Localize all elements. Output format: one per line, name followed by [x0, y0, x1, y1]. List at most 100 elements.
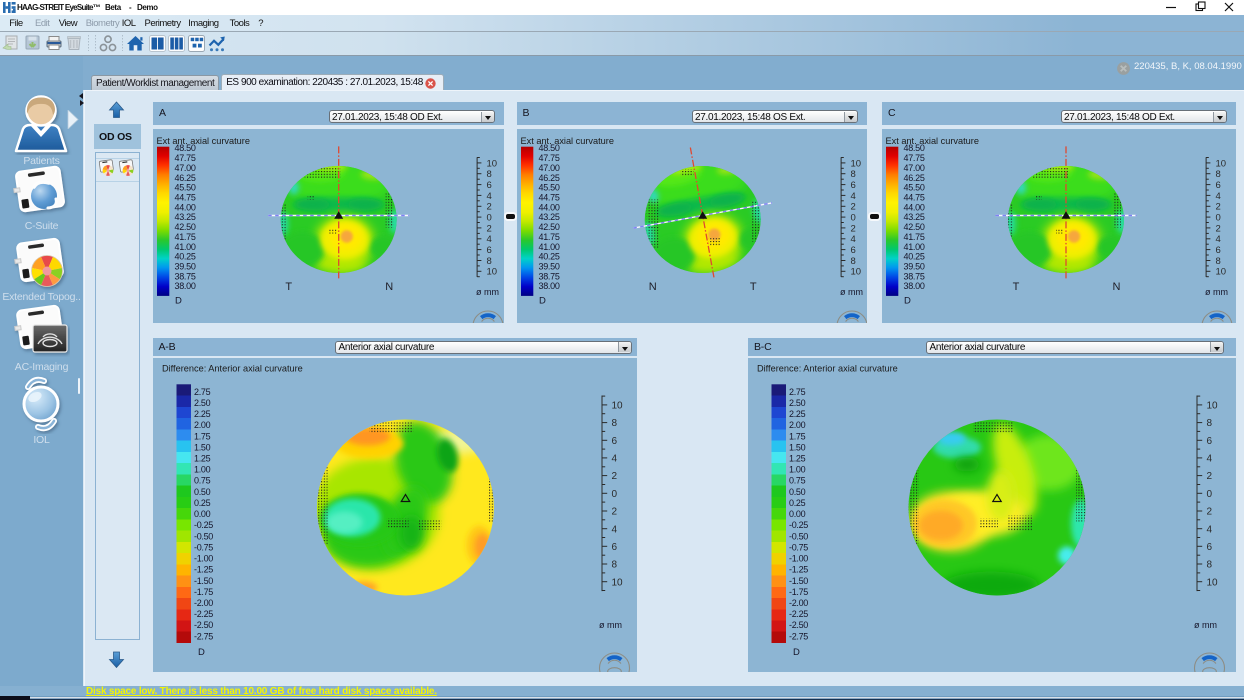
svg-text:47.75: 47.75 [904, 153, 925, 163]
svg-text:48.50: 48.50 [175, 143, 196, 153]
svg-text:-2.25: -2.25 [194, 609, 213, 619]
svg-text:40.25: 40.25 [175, 252, 196, 262]
svg-text:2: 2 [1207, 506, 1213, 517]
svg-text:4: 4 [1207, 453, 1213, 464]
svg-text:6: 6 [611, 435, 617, 446]
svg-text:41.00: 41.00 [538, 242, 559, 252]
svg-text:6: 6 [487, 180, 492, 191]
svg-text:4: 4 [850, 191, 855, 202]
svg-text:8: 8 [487, 256, 492, 267]
svg-text:4: 4 [1216, 234, 1221, 245]
svg-text:10: 10 [1216, 158, 1227, 169]
svg-text:38.00: 38.00 [538, 281, 559, 291]
svg-text:Ext ant. axial curvature: Ext ant. axial curvature [520, 136, 613, 146]
svg-text:48.50: 48.50 [904, 143, 925, 153]
svg-text:47.00: 47.00 [175, 163, 196, 173]
svg-text:-0.75: -0.75 [789, 542, 808, 552]
svg-text:10: 10 [1207, 577, 1219, 588]
svg-text:-1.75: -1.75 [194, 586, 213, 596]
svg-text:2: 2 [487, 202, 492, 213]
svg-text:ø mm: ø mm [599, 620, 622, 630]
svg-text:2.75: 2.75 [194, 386, 211, 396]
svg-text:1.25: 1.25 [789, 453, 806, 463]
svg-text:44.75: 44.75 [538, 193, 559, 203]
svg-text:47.75: 47.75 [175, 153, 196, 163]
svg-text:-0.75: -0.75 [194, 542, 213, 552]
svg-text:10: 10 [1216, 267, 1227, 278]
svg-text:-2.75: -2.75 [789, 631, 808, 641]
svg-text:4: 4 [1216, 191, 1221, 202]
svg-text:2: 2 [1216, 202, 1221, 213]
svg-text:-1.50: -1.50 [194, 575, 213, 585]
svg-text:2: 2 [850, 223, 855, 234]
svg-text:Ext ant. axial curvature: Ext ant. axial curvature [886, 136, 979, 146]
svg-text:0.75: 0.75 [194, 475, 211, 485]
svg-text:2.75: 2.75 [789, 386, 806, 396]
svg-text:N: N [648, 281, 656, 293]
svg-text:10: 10 [487, 267, 498, 278]
svg-text:8: 8 [1216, 169, 1221, 180]
svg-text:43.25: 43.25 [904, 212, 925, 222]
svg-text:-1.25: -1.25 [789, 564, 808, 574]
svg-text:38.75: 38.75 [538, 271, 559, 281]
svg-text:-2.75: -2.75 [194, 631, 213, 641]
svg-text:39.50: 39.50 [904, 262, 925, 272]
svg-text:41.75: 41.75 [175, 232, 196, 242]
svg-text:-1.75: -1.75 [789, 586, 808, 596]
svg-text:D: D [539, 296, 546, 307]
svg-text:T: T [749, 281, 756, 293]
svg-text:6: 6 [1207, 435, 1213, 446]
svg-text:2.00: 2.00 [789, 420, 806, 430]
svg-text:41.75: 41.75 [538, 232, 559, 242]
svg-text:ø mm: ø mm [476, 287, 499, 297]
svg-text:2.25: 2.25 [194, 409, 211, 419]
svg-text:ø mm: ø mm [1205, 287, 1228, 297]
svg-text:2: 2 [611, 471, 617, 482]
svg-text:41.75: 41.75 [904, 232, 925, 242]
svg-text:4: 4 [850, 234, 855, 245]
svg-text:1.50: 1.50 [789, 442, 806, 452]
svg-text:8: 8 [1207, 418, 1213, 429]
svg-text:39.50: 39.50 [175, 262, 196, 272]
svg-text:10: 10 [611, 400, 623, 411]
svg-text:-1.00: -1.00 [789, 553, 808, 563]
svg-text:41.00: 41.00 [175, 242, 196, 252]
svg-text:42.50: 42.50 [175, 222, 196, 232]
svg-text:38.00: 38.00 [175, 281, 196, 291]
svg-text:44.75: 44.75 [904, 193, 925, 203]
svg-text:2: 2 [487, 223, 492, 234]
svg-text:0: 0 [1216, 213, 1221, 224]
svg-text:Difference: Anterior axial cur: Difference: Anterior axial curvature [162, 363, 303, 373]
svg-text:42.50: 42.50 [538, 222, 559, 232]
svg-text:0: 0 [487, 213, 492, 224]
svg-text:1.00: 1.00 [194, 464, 211, 474]
svg-text:45.50: 45.50 [175, 183, 196, 193]
svg-text:6: 6 [850, 180, 855, 191]
svg-text:-2.00: -2.00 [789, 598, 808, 608]
svg-text:1.25: 1.25 [194, 453, 211, 463]
svg-text:1.75: 1.75 [194, 431, 211, 441]
svg-text:-2.50: -2.50 [194, 620, 213, 630]
svg-text:46.25: 46.25 [175, 173, 196, 183]
svg-text:44.00: 44.00 [538, 202, 559, 212]
svg-text:6: 6 [611, 541, 617, 552]
svg-text:1.75: 1.75 [789, 431, 806, 441]
svg-text:8: 8 [1216, 256, 1221, 267]
svg-text:0.25: 0.25 [789, 497, 806, 507]
svg-text:0.75: 0.75 [789, 475, 806, 485]
svg-text:48.50: 48.50 [538, 143, 559, 153]
svg-text:38.75: 38.75 [904, 271, 925, 281]
svg-text:45.50: 45.50 [904, 183, 925, 193]
svg-text:D: D [175, 296, 182, 307]
svg-text:2.50: 2.50 [789, 397, 806, 407]
svg-text:0.50: 0.50 [789, 486, 806, 496]
svg-text:-1.25: -1.25 [194, 564, 213, 574]
svg-text:T: T [1013, 281, 1020, 293]
svg-text:Difference: Anterior axial cur: Difference: Anterior axial curvature [757, 363, 898, 373]
svg-text:4: 4 [487, 234, 492, 245]
svg-text:41.00: 41.00 [904, 242, 925, 252]
svg-text:-1.50: -1.50 [789, 575, 808, 585]
svg-text:2: 2 [611, 506, 617, 517]
svg-text:0: 0 [850, 213, 855, 224]
svg-text:-2.25: -2.25 [789, 609, 808, 619]
